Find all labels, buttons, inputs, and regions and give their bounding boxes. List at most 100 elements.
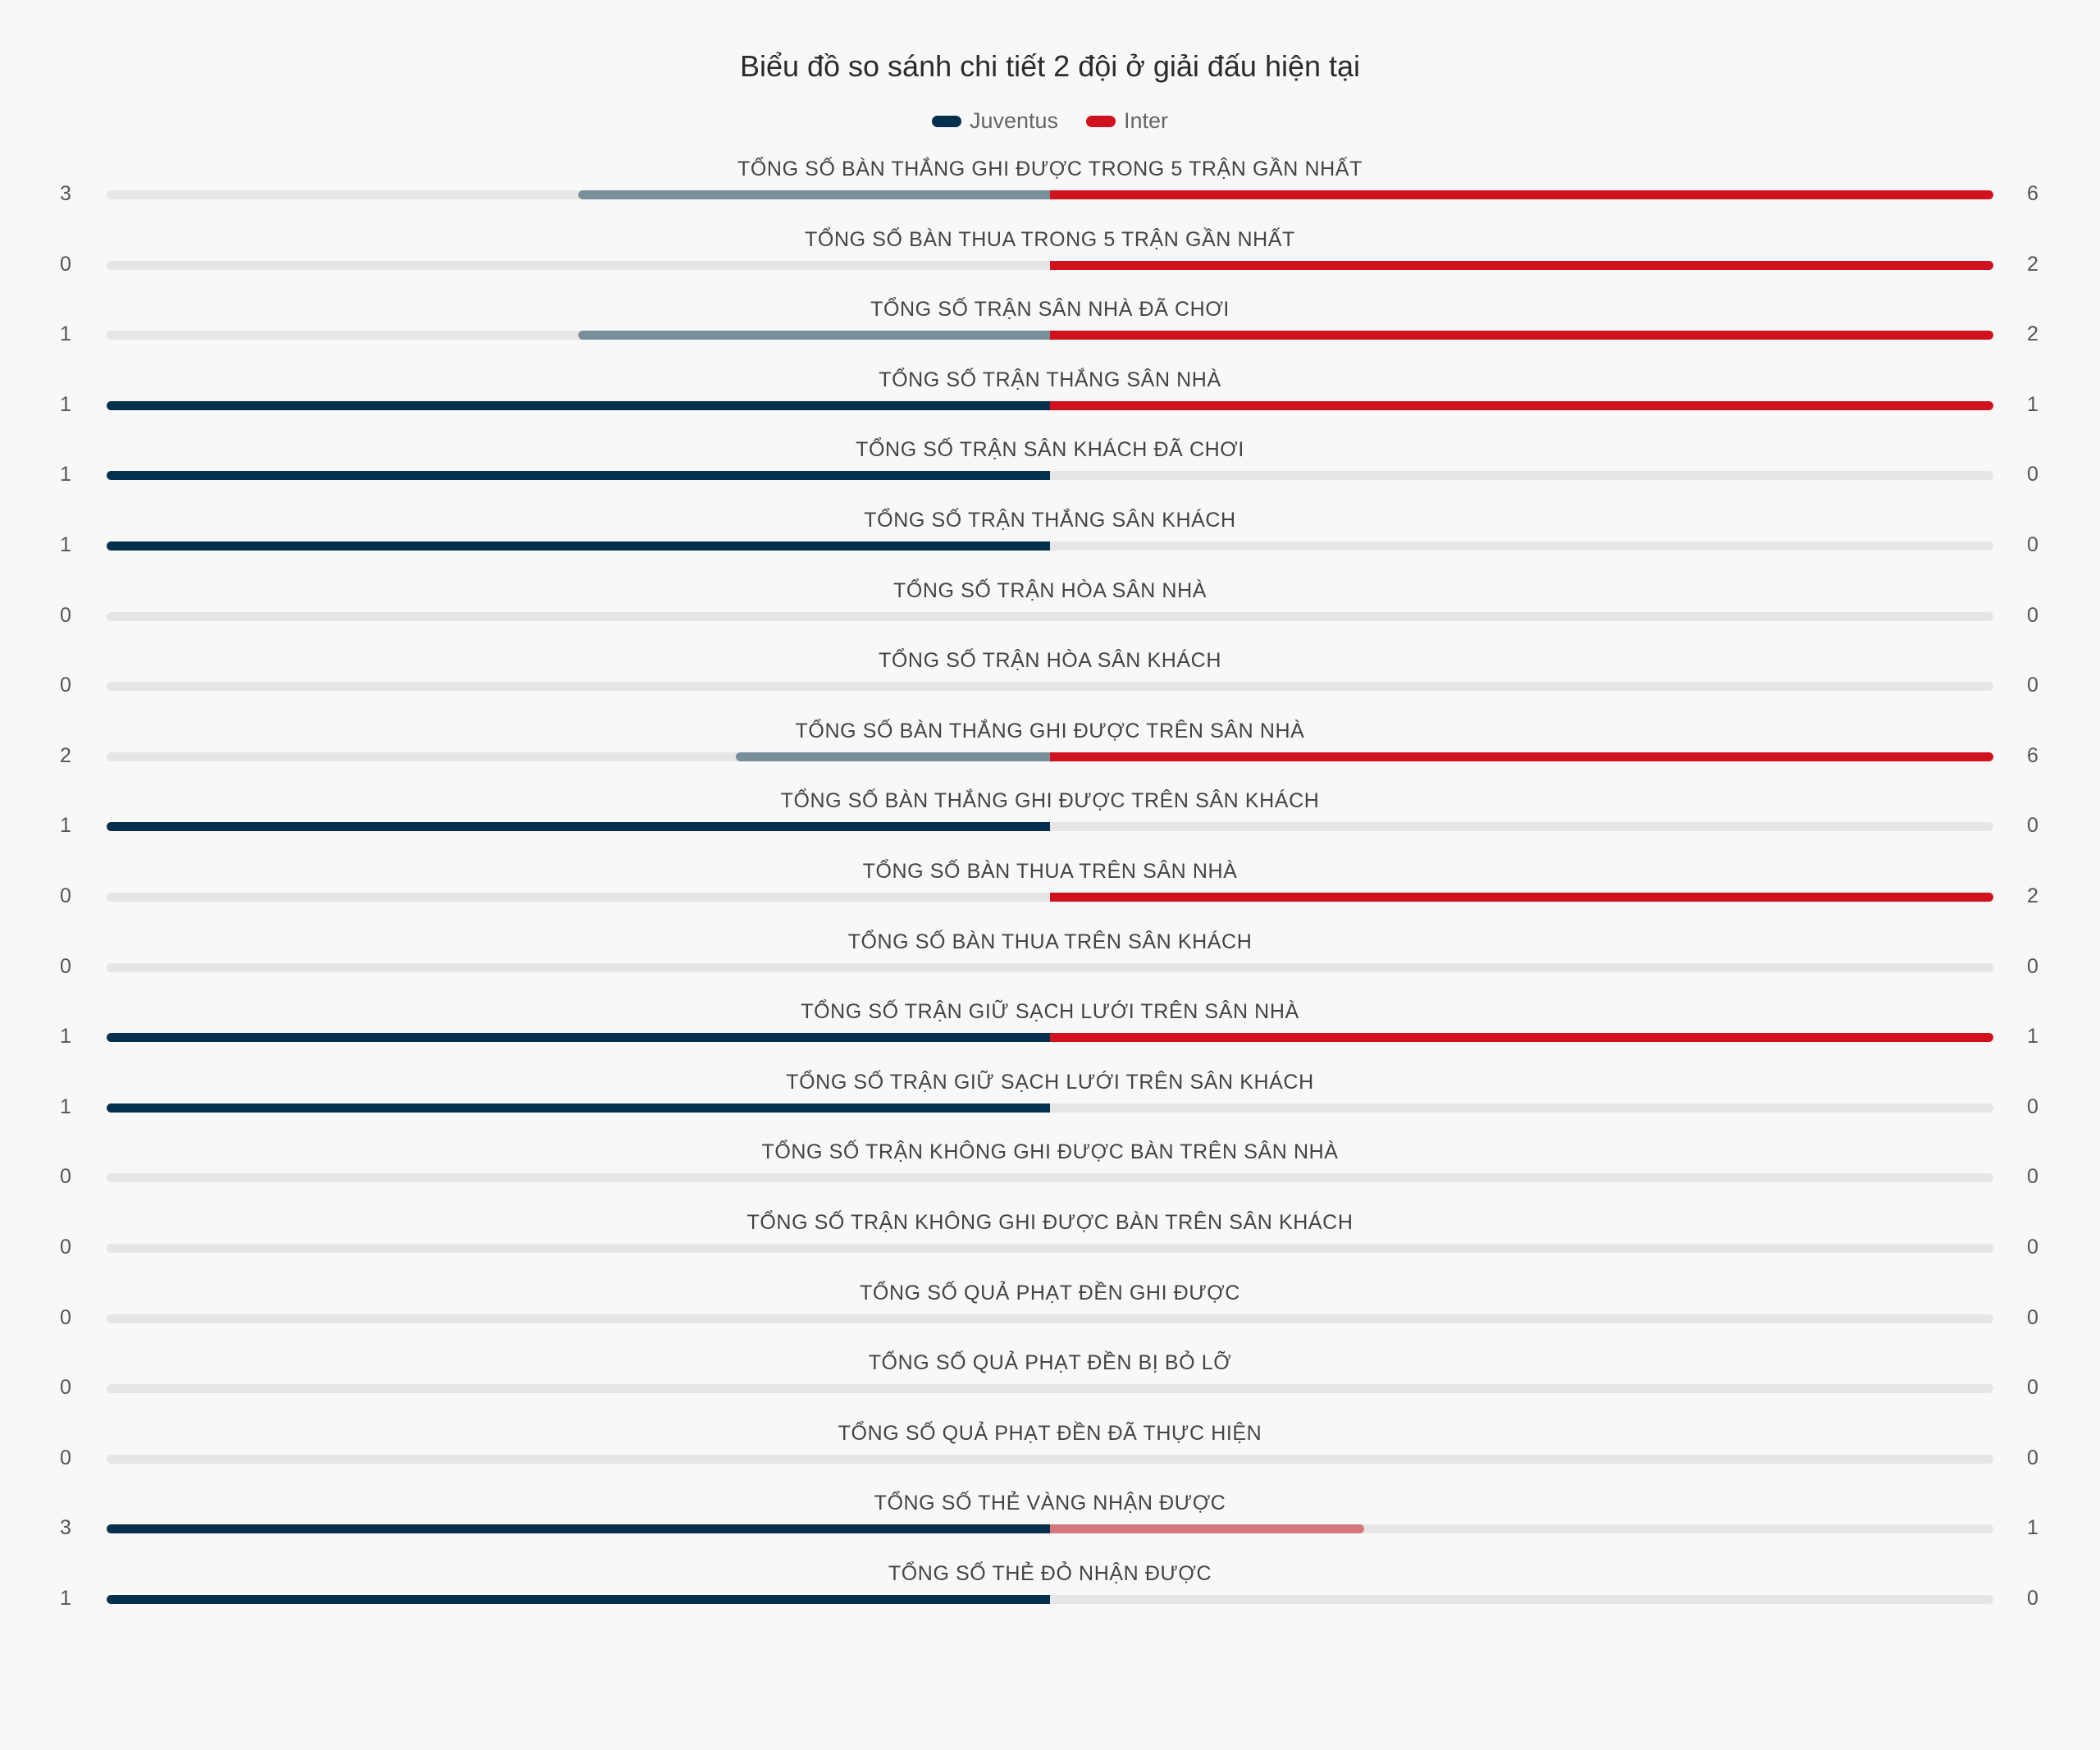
- juventus-value: 1: [60, 814, 71, 838]
- juventus-bar[interactable]: [107, 1524, 1050, 1534]
- juventus-value: 2: [60, 743, 71, 767]
- juventus-bar[interactable]: [107, 471, 1050, 481]
- juventus-value: 0: [60, 674, 71, 697]
- inter-value: 6: [2027, 743, 2038, 767]
- inter-value: 0: [2027, 954, 2038, 978]
- inter-value: 1: [2027, 392, 2038, 416]
- juventus-bar[interactable]: [578, 331, 1050, 340]
- bar-track: [107, 260, 1993, 270]
- inter-bar[interactable]: [1050, 752, 1993, 761]
- stat-row: TỔNG SỐ TRẬN KHÔNG GHI ĐƯỢC BÀN TRÊN SÂN…: [0, 1140, 2100, 1211]
- bar-track: [107, 1595, 1993, 1604]
- juventus-bar[interactable]: [107, 1595, 1050, 1604]
- stat-label: TỔNG SỐ THẺ ĐỎ NHẬN ĐƯỢC: [888, 1562, 1212, 1585]
- stat-label: TỔNG SỐ BÀN THẮNG GHI ĐƯỢC TRONG 5 TRẬN …: [737, 158, 1363, 180]
- inter-value: 0: [2027, 1587, 2038, 1610]
- legend-label-inter: Inter: [1124, 108, 1169, 133]
- bar-track: [107, 1454, 1993, 1464]
- juventus-value: 0: [60, 954, 71, 978]
- stat-label: TỔNG SỐ BÀN THẮNG GHI ĐƯỢC TRÊN SÂN NHÀ: [795, 719, 1305, 742]
- inter-bar[interactable]: [1050, 400, 1993, 410]
- stat-row: TỔNG SỐ QUẢ PHẠT ĐỀN ĐÃ THỰC HIỆN 0 0: [0, 1422, 2100, 1492]
- inter-bar[interactable]: [1050, 1033, 1993, 1043]
- stat-row: TỔNG SỐ THẺ VÀNG NHẬN ĐƯỢC 3 1: [0, 1492, 2100, 1562]
- inter-bar[interactable]: [1050, 893, 1993, 902]
- stat-row: TỔNG SỐ TRẬN HÒA SÂN KHÁCH 0 0: [0, 649, 2100, 720]
- inter-value: 2: [2027, 252, 2038, 276]
- bar-track: [107, 682, 1993, 692]
- juventus-value: 1: [60, 533, 71, 556]
- inter-value: 0: [2027, 1094, 2038, 1118]
- inter-value: 6: [2027, 182, 2038, 205]
- inter-value: 0: [2027, 1446, 2038, 1469]
- legend-swatch-inter: [1086, 115, 1116, 127]
- bar-track: [107, 1033, 1993, 1043]
- stat-row: TỔNG SỐ TRẬN HÒA SÂN NHÀ 0 0: [0, 579, 2100, 650]
- juventus-value: 0: [60, 1446, 71, 1469]
- bar-track: [107, 190, 1993, 199]
- stat-label: TỔNG SỐ TRẬN THẮNG SÂN KHÁCH: [864, 509, 1236, 532]
- juventus-bar[interactable]: [107, 822, 1050, 832]
- juventus-value: 0: [60, 1236, 71, 1259]
- stat-row: TỔNG SỐ QUẢ PHẠT ĐỀN GHI ĐƯỢC 0 0: [0, 1282, 2100, 1352]
- chart-title: Biểu đồ so sánh chi tiết 2 đội ở giải đấ…: [739, 49, 1361, 83]
- juventus-value: 0: [60, 603, 71, 627]
- legend-item-inter[interactable]: Inter: [1086, 108, 1168, 134]
- bar-track: [107, 1524, 1993, 1534]
- stat-label: TỔNG SỐ BÀN THẮNG GHI ĐƯỢC TRÊN SÂN KHÁC…: [780, 789, 1320, 813]
- bar-track: [107, 962, 1993, 972]
- inter-value: 0: [2027, 1376, 2038, 1400]
- bar-track: [107, 331, 1993, 340]
- bar-track: [107, 471, 1993, 481]
- inter-value: 1: [2027, 1516, 2038, 1540]
- bar-track: [107, 752, 1993, 761]
- inter-value: 1: [2027, 1025, 2038, 1049]
- inter-value: 0: [2027, 533, 2038, 556]
- stat-row: TỔNG SỐ BÀN THUA TRÊN SÂN KHÁCH 0 0: [0, 930, 2100, 1001]
- stat-label: TỔNG SỐ BÀN THUA TRÊN SÂN NHÀ: [862, 860, 1238, 883]
- bar-track: [107, 822, 1993, 832]
- inter-value: 0: [2027, 814, 2038, 838]
- inter-bar[interactable]: [1050, 190, 1993, 199]
- legend-swatch-juventus: [931, 115, 961, 127]
- juventus-bar[interactable]: [578, 190, 1050, 199]
- legend: Juventus Inter: [0, 108, 2100, 134]
- juventus-bar[interactable]: [107, 400, 1050, 410]
- juventus-value: 3: [60, 182, 71, 205]
- inter-value: 0: [2027, 1305, 2038, 1329]
- inter-bar[interactable]: [1050, 331, 1993, 340]
- stat-row: TỔNG SỐ TRẬN THẮNG SÂN NHÀ 1 1: [0, 368, 2100, 439]
- juventus-value: 1: [60, 1025, 71, 1049]
- stat-row: TỔNG SỐ TRẬN THẮNG SÂN KHÁCH 1 0: [0, 509, 2100, 579]
- stat-row: TỔNG SỐ BÀN THẮNG GHI ĐƯỢC TRÊN SÂN NHÀ 2…: [0, 720, 2100, 790]
- juventus-value: 0: [60, 252, 71, 276]
- legend-item-juventus[interactable]: Juventus: [931, 108, 1058, 134]
- juventus-value: 0: [60, 1305, 71, 1329]
- inter-bar[interactable]: [1050, 260, 1993, 270]
- juventus-value: 0: [60, 884, 71, 907]
- stat-label: TỔNG SỐ BÀN THUA TRONG 5 TRẬN GẦN NHẤT: [805, 227, 1295, 251]
- bar-track: [107, 400, 1993, 410]
- stat-label: TỔNG SỐ TRẬN KHÔNG GHI ĐƯỢC BÀN TRÊN SÂN…: [761, 1140, 1339, 1164]
- stat-label: TỔNG SỐ BÀN THUA TRÊN SÂN KHÁCH: [847, 930, 1253, 953]
- stat-label: TỔNG SỐ TRẬN HÒA SÂN KHÁCH: [879, 649, 1221, 673]
- inter-value: 0: [2027, 1165, 2038, 1189]
- juventus-value: 0: [60, 1165, 71, 1189]
- juventus-bar[interactable]: [107, 1103, 1050, 1113]
- juventus-value: 1: [60, 1094, 71, 1118]
- stat-row: TỔNG SỐ TRẬN GIỮ SẠCH LƯỚI TRÊN SÂN KHÁC…: [0, 1071, 2100, 1141]
- inter-value: 0: [2027, 463, 2038, 487]
- stat-row: TỔNG SỐ TRẬN SÂN KHÁCH ĐÃ CHƠI 1 0: [0, 438, 2100, 509]
- bar-track: [107, 1244, 1993, 1253]
- bar-track: [107, 1173, 1993, 1183]
- inter-value: 0: [2027, 1236, 2038, 1259]
- juventus-bar[interactable]: [107, 541, 1050, 551]
- inter-bar[interactable]: [1050, 1524, 1365, 1534]
- juventus-bar[interactable]: [735, 752, 1050, 761]
- stat-label: TỔNG SỐ TRẬN GIỮ SẠCH LƯỚI TRÊN SÂN NHÀ: [801, 1000, 1299, 1024]
- stat-label: TỔNG SỐ TRẬN KHÔNG GHI ĐƯỢC BÀN TRÊN SÂN…: [746, 1211, 1354, 1234]
- juventus-bar[interactable]: [107, 1033, 1050, 1043]
- stat-row: TỔNG SỐ TRẬN GIỮ SẠCH LƯỚI TRÊN SÂN NHÀ 1…: [0, 1000, 2100, 1071]
- stat-row: TỔNG SỐ TRẬN KHÔNG GHI ĐƯỢC BÀN TRÊN SÂN…: [0, 1211, 2100, 1282]
